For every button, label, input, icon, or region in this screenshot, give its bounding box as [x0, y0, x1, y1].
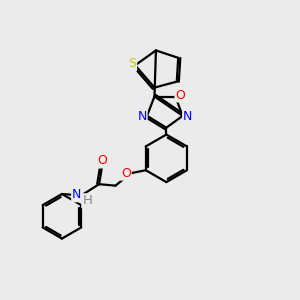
Text: S: S — [128, 57, 136, 70]
Text: H: H — [82, 194, 92, 207]
Text: O: O — [176, 88, 185, 101]
Text: N: N — [183, 110, 192, 123]
Text: N: N — [137, 110, 147, 123]
Text: O: O — [121, 167, 131, 180]
Text: N: N — [72, 188, 82, 201]
Text: O: O — [97, 154, 107, 167]
